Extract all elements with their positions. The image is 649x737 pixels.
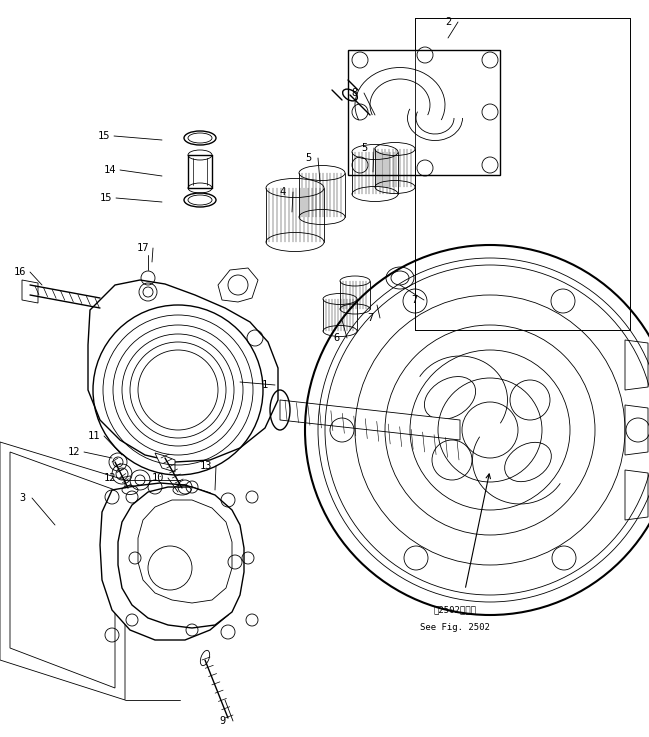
Polygon shape	[280, 400, 460, 440]
Text: 12: 12	[67, 447, 80, 457]
Polygon shape	[138, 500, 232, 603]
Text: 7: 7	[411, 295, 417, 305]
Text: 16: 16	[14, 267, 26, 277]
Text: 6: 6	[334, 333, 340, 343]
Polygon shape	[348, 50, 500, 175]
Polygon shape	[625, 340, 648, 390]
Text: 9: 9	[220, 716, 226, 726]
Text: 4: 4	[280, 187, 286, 197]
Polygon shape	[100, 483, 240, 640]
Text: 10: 10	[152, 473, 164, 483]
Text: 1: 1	[262, 380, 268, 390]
Text: 第2502図参照: 第2502図参照	[434, 606, 476, 615]
Text: 15: 15	[98, 131, 110, 141]
Polygon shape	[625, 405, 648, 455]
Text: 3: 3	[19, 493, 25, 503]
Polygon shape	[155, 453, 175, 472]
Polygon shape	[88, 280, 278, 462]
Polygon shape	[625, 470, 648, 520]
Polygon shape	[415, 18, 630, 330]
Text: 15: 15	[100, 193, 112, 203]
Polygon shape	[10, 452, 115, 688]
Polygon shape	[22, 280, 38, 303]
Polygon shape	[0, 442, 125, 700]
Text: 5: 5	[305, 153, 311, 163]
Text: 14: 14	[104, 165, 116, 175]
Text: 17: 17	[137, 243, 149, 253]
Text: 7: 7	[367, 313, 373, 323]
Text: 8: 8	[351, 88, 357, 98]
Text: 2: 2	[445, 17, 451, 27]
Text: 5: 5	[361, 143, 367, 153]
Text: 12: 12	[104, 473, 116, 483]
Polygon shape	[218, 268, 258, 302]
Polygon shape	[118, 487, 244, 628]
Text: 11: 11	[88, 431, 100, 441]
Text: See Fig. 2502: See Fig. 2502	[420, 624, 490, 632]
Text: 13: 13	[200, 461, 212, 471]
